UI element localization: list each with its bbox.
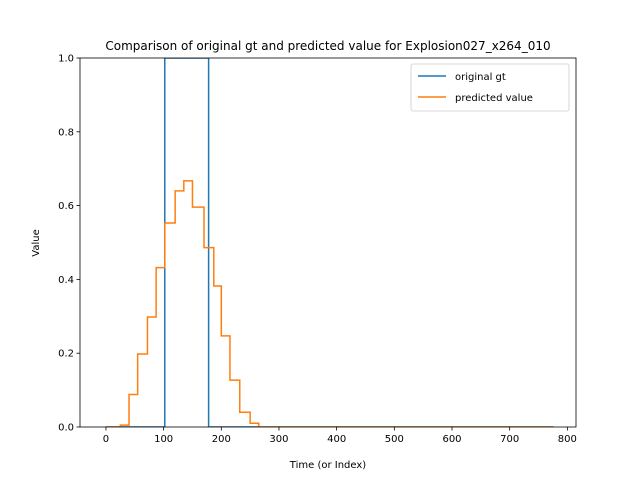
series-line-1 (105, 58, 554, 427)
plot-frame (79, 57, 577, 428)
series-line-2 (105, 180, 554, 427)
x-tick-label: 600 (442, 434, 461, 445)
x-tick-label: 200 (212, 434, 231, 445)
x-tick-label: 800 (558, 434, 577, 445)
x-tick-label: 500 (385, 434, 404, 445)
y-tick-label: 0.8 (58, 127, 74, 138)
x-axis-ticks: 0 100 200 300 400 500 600 700 800 (103, 427, 577, 445)
x-tick-label: 300 (269, 434, 288, 445)
x-axis-label: Time (or Index) (289, 460, 366, 471)
chart-title: Comparison of original gt and predicted … (105, 39, 550, 53)
y-axis-label: Value (31, 229, 42, 256)
y-tick-label: 0.0 (58, 423, 74, 434)
y-tick-label: 0.4 (58, 275, 74, 286)
x-tick-label: 0 (103, 434, 109, 445)
legend-label: predicted value (455, 93, 533, 104)
legend: original gt predicted value (410, 63, 570, 112)
y-tick-label: 0.2 (58, 349, 74, 360)
y-tick-label: 0.6 (58, 201, 74, 212)
x-tick-label: 700 (500, 434, 519, 445)
plot-area (79, 57, 577, 428)
y-axis-ticks: 0.0 0.2 0.4 0.6 0.8 1.0 (58, 54, 80, 434)
legend-box (410, 63, 570, 112)
y-tick-label: 1.0 (58, 54, 74, 65)
x-tick-label: 100 (154, 434, 173, 445)
legend-label: original gt (455, 72, 506, 83)
x-tick-label: 400 (327, 434, 346, 445)
